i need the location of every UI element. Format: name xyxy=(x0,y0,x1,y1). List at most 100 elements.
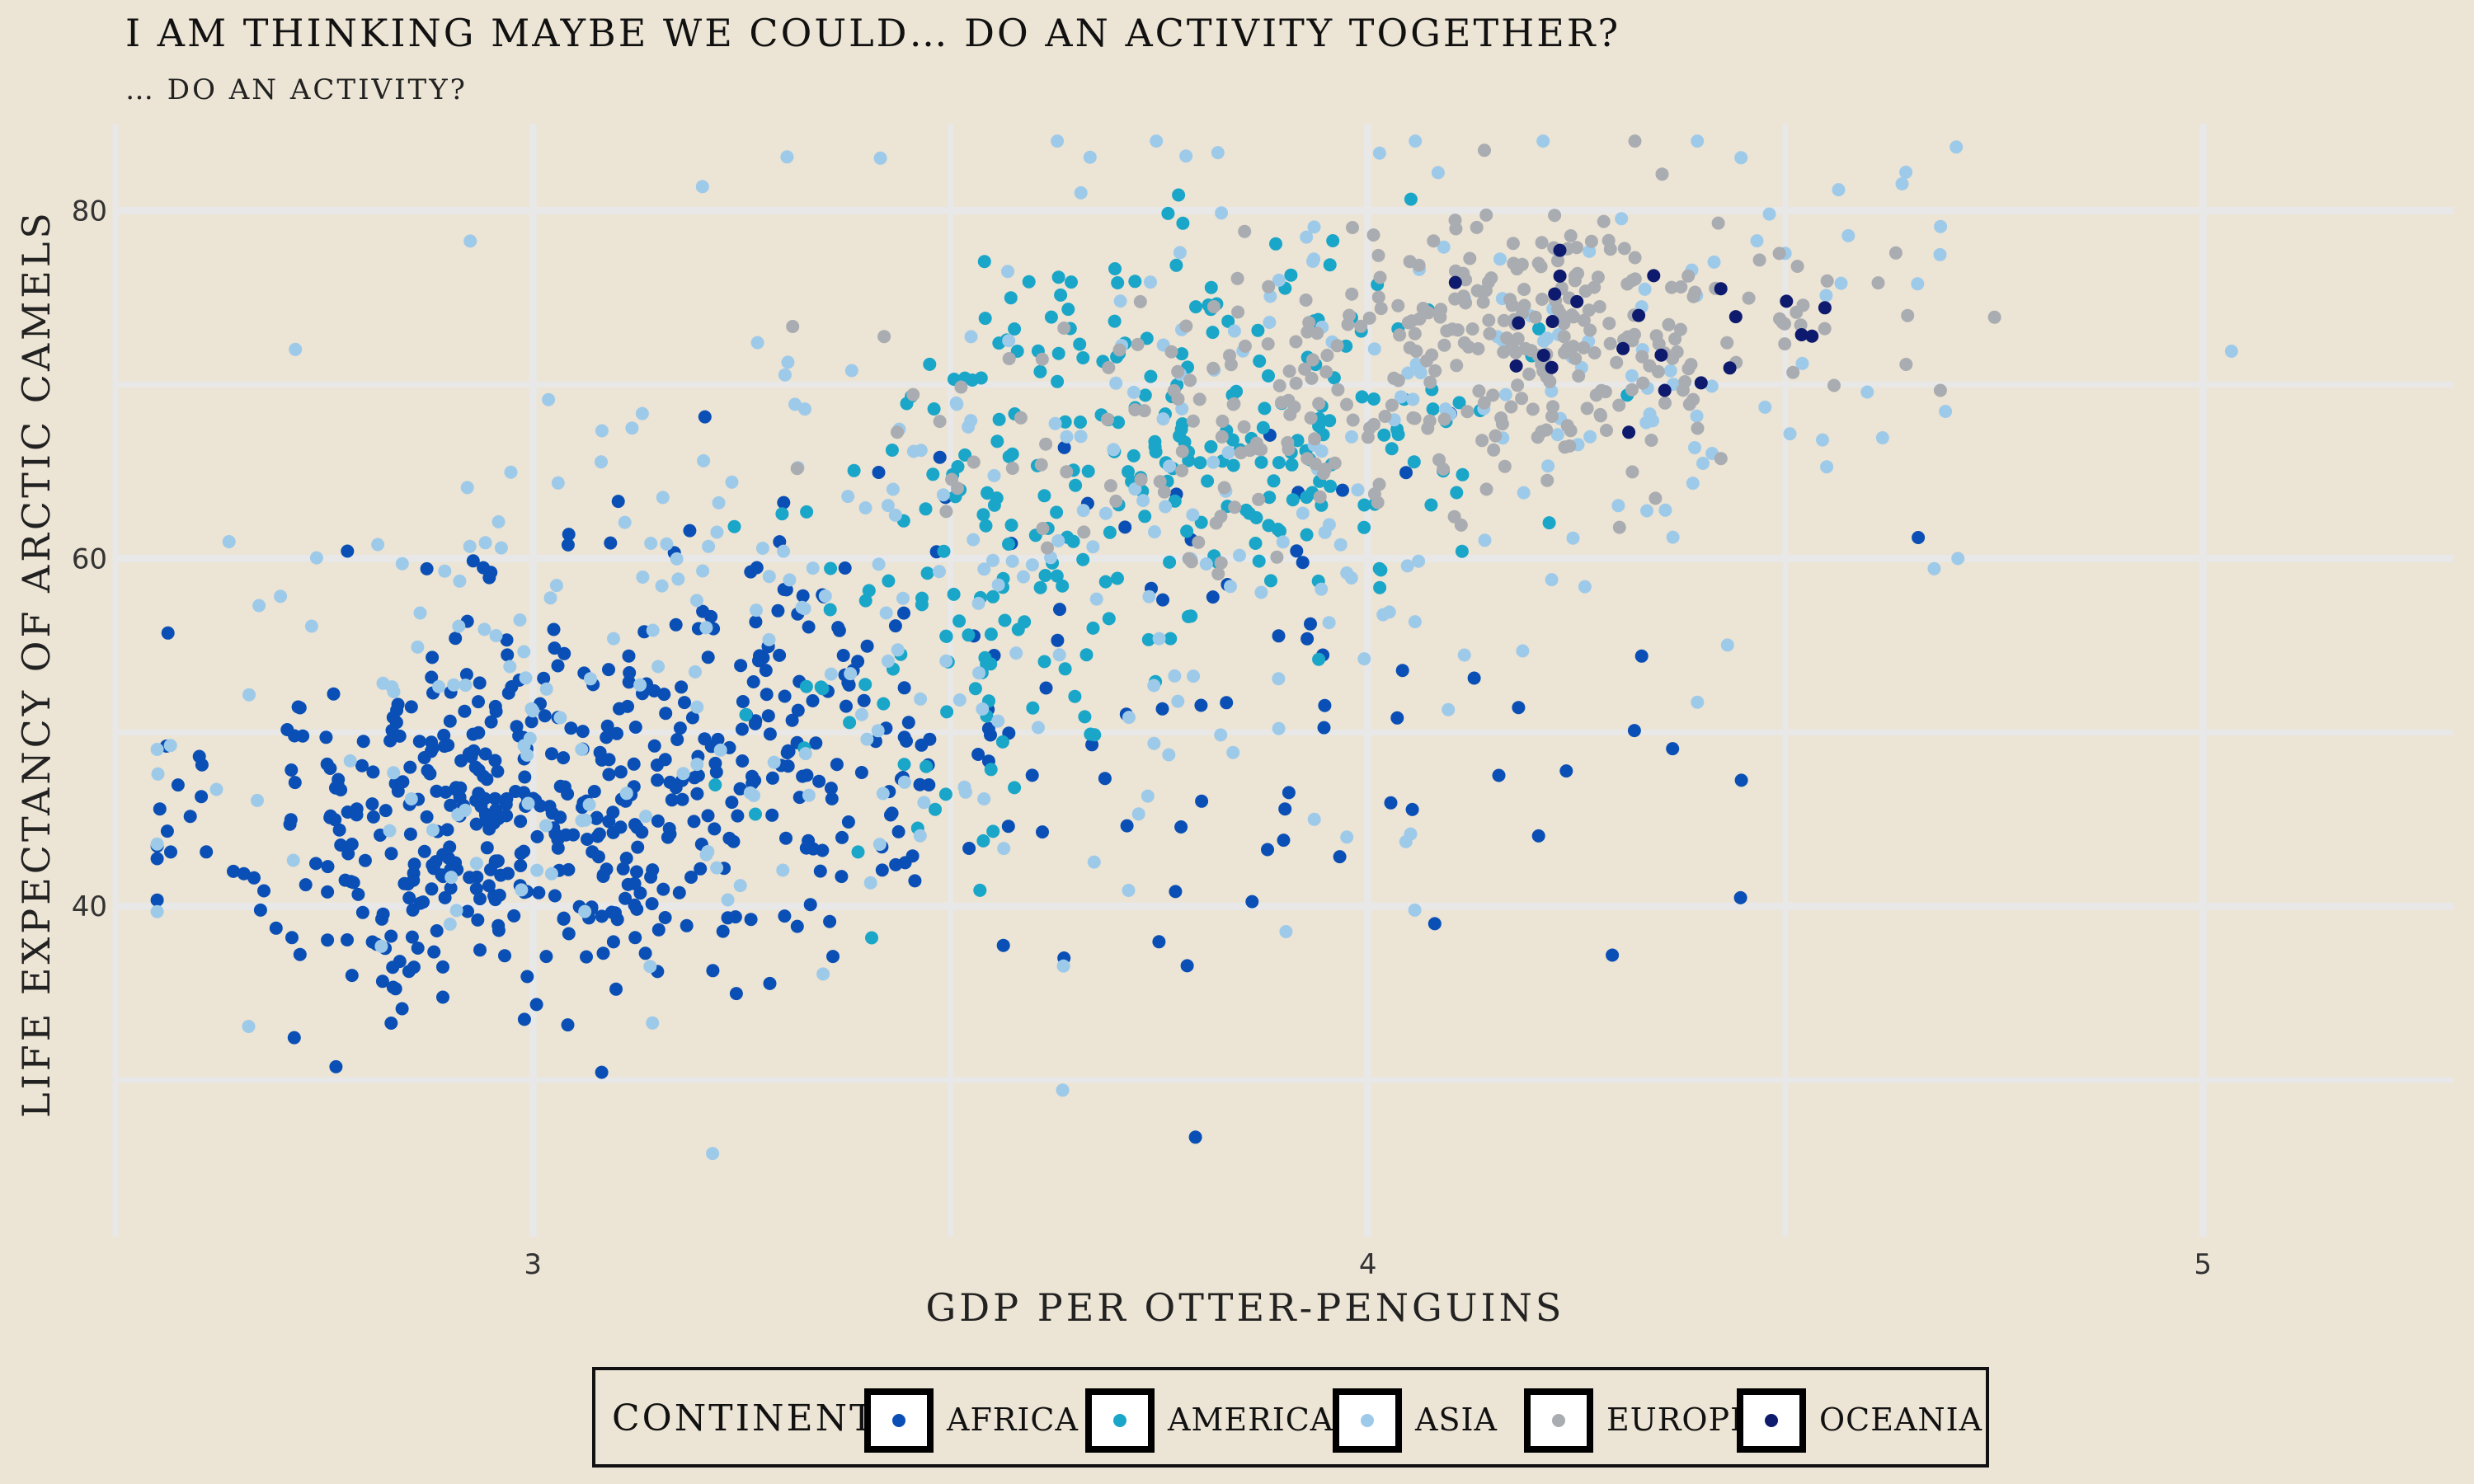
data-point xyxy=(750,603,763,618)
data-point xyxy=(1179,149,1193,163)
data-point xyxy=(1283,407,1297,421)
data-point xyxy=(1217,481,1231,495)
data-point xyxy=(1150,134,1164,148)
data-point xyxy=(1253,355,1267,368)
data-point xyxy=(1366,392,1380,406)
data-point xyxy=(783,573,797,587)
data-point xyxy=(425,882,439,896)
data-point xyxy=(721,911,735,925)
data-point xyxy=(777,495,791,510)
data-point xyxy=(1405,802,1419,816)
data-point xyxy=(1483,326,1497,340)
data-point xyxy=(1580,402,1594,416)
data-point xyxy=(1592,300,1606,313)
data-point xyxy=(1479,482,1493,496)
data-point xyxy=(1582,303,1596,317)
data-point xyxy=(1281,435,1295,449)
data-point xyxy=(430,924,444,937)
data-point xyxy=(888,619,902,633)
data-point xyxy=(937,544,951,558)
data-point xyxy=(840,699,853,713)
data-point xyxy=(785,713,799,727)
data-point xyxy=(1206,326,1220,340)
data-point xyxy=(1628,134,1642,148)
data-point xyxy=(1186,414,1200,428)
data-point xyxy=(553,711,567,725)
data-point xyxy=(735,722,749,736)
data-point xyxy=(643,960,657,974)
data-point xyxy=(545,747,558,761)
data-point xyxy=(153,802,167,816)
data-point xyxy=(1666,530,1680,544)
data-point xyxy=(763,976,777,990)
data-point xyxy=(665,793,679,807)
data-point xyxy=(901,716,915,730)
data-point xyxy=(1004,291,1018,305)
data-point xyxy=(1424,498,1438,512)
data-point xyxy=(576,725,590,739)
data-point xyxy=(1156,593,1169,607)
data-point xyxy=(1750,234,1764,248)
data-point xyxy=(1138,388,1152,402)
data-point xyxy=(426,650,440,665)
data-point xyxy=(939,654,953,668)
legend-key xyxy=(1524,1388,1593,1453)
data-point xyxy=(1457,336,1471,350)
legend-label: EUROPE xyxy=(1606,1402,1754,1438)
data-point xyxy=(951,460,965,473)
data-point xyxy=(1391,373,1405,387)
data-point xyxy=(1615,212,1629,226)
data-point xyxy=(1153,475,1167,489)
data-point xyxy=(1548,209,1562,223)
data-point xyxy=(734,659,748,673)
data-point xyxy=(964,330,978,344)
data-point xyxy=(1290,544,1304,558)
data-point xyxy=(366,765,380,779)
data-point xyxy=(1157,485,1171,499)
data-point xyxy=(1343,308,1357,322)
data-point xyxy=(936,488,950,502)
data-point xyxy=(976,834,990,848)
data-point xyxy=(350,802,364,816)
data-point xyxy=(1536,134,1550,148)
data-point xyxy=(1272,378,1286,392)
data-point xyxy=(1517,486,1531,500)
data-point xyxy=(1206,361,1221,375)
data-point xyxy=(1688,441,1701,454)
data-point xyxy=(1102,360,1116,374)
data-point xyxy=(423,767,437,781)
data-point xyxy=(1331,383,1345,397)
data-point xyxy=(561,538,575,552)
data-point xyxy=(1406,411,1420,425)
data-point xyxy=(900,734,913,748)
data-point xyxy=(1522,367,1536,381)
data-point xyxy=(690,787,704,801)
data-point xyxy=(1572,369,1586,383)
data-point xyxy=(857,693,871,707)
data-point xyxy=(1306,255,1319,268)
data-point xyxy=(1324,479,1338,493)
data-point xyxy=(775,507,789,521)
data-point xyxy=(1147,679,1161,693)
data-point xyxy=(962,628,976,642)
data-point xyxy=(1051,134,1065,148)
data-point xyxy=(1204,439,1218,453)
data-point xyxy=(1423,375,1437,389)
data-point xyxy=(1366,228,1380,242)
data-point xyxy=(798,402,811,416)
data-point xyxy=(463,539,477,553)
data-point xyxy=(685,711,699,725)
data-point xyxy=(321,933,335,947)
data-point xyxy=(288,729,302,743)
data-point xyxy=(1694,376,1708,390)
data-point xyxy=(489,629,503,642)
data-point xyxy=(704,609,718,623)
legend-marker xyxy=(1113,1414,1126,1427)
data-point xyxy=(823,603,837,617)
data-point xyxy=(1449,222,1463,236)
data-point xyxy=(321,860,335,874)
data-point xyxy=(1228,500,1242,514)
data-point xyxy=(776,863,790,877)
data-point xyxy=(1002,352,1016,365)
data-point xyxy=(1534,260,1548,274)
